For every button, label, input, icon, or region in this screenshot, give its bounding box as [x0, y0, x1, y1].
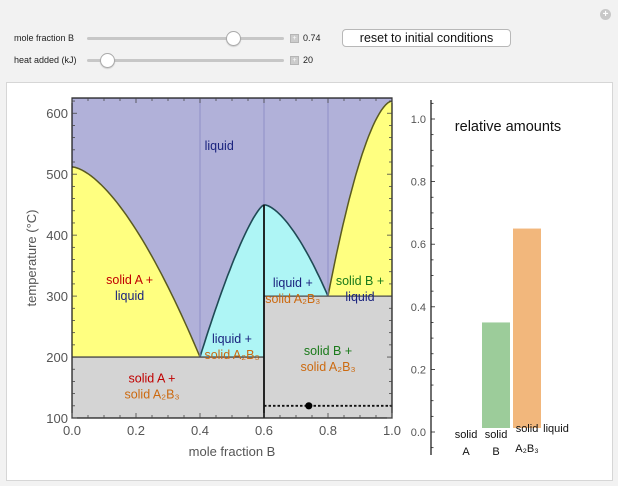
bar-y-tick-label: 0.2: [411, 364, 426, 376]
mole-fraction-slider-thumb[interactable]: [225, 31, 241, 46]
region-label-line: solid A₂B₃: [204, 348, 259, 362]
bar-category-label-line: A₂B₃: [515, 443, 538, 455]
heat-added-label: heat added (kJ): [14, 55, 77, 65]
y-tick-label: 400: [46, 228, 68, 243]
bar-y-tick-label: 0.4: [411, 302, 426, 314]
bar-y-tick-label: 1.0: [411, 114, 426, 126]
region-label-solid-B-solid-A2B3: solid B + solid A₂B₃: [300, 344, 355, 374]
state-point: [305, 402, 313, 410]
mole-fraction-expand-icon[interactable]: +: [290, 34, 299, 43]
y-axis-label: temperature (°C): [24, 210, 39, 307]
y-tick-label: 300: [46, 289, 68, 304]
reset-button[interactable]: reset to initial conditions: [342, 29, 511, 47]
liquidus-b-line: [327, 100, 393, 297]
bar-category-label-line: solid: [455, 429, 478, 441]
x-tick-label: 0.2: [127, 423, 145, 438]
region-label-line: solid A +: [106, 273, 153, 287]
region-label-line: solid A₂B₃: [265, 292, 320, 306]
region-label-liquid-solid-A2B3-left: liquid + solid A₂B₃: [204, 332, 259, 362]
region-label-line: liquid +: [212, 332, 252, 346]
bar-solid-a-b-: [513, 228, 541, 428]
x-tick-label: 0.0: [63, 423, 81, 438]
heat-added-expand-icon[interactable]: +: [290, 56, 299, 65]
mole-fraction-label: mole fraction B: [14, 33, 75, 43]
relative-amounts-chart: 0.0 0.2 0.4 0.6 0.8 1.0 relative amounts solid A…: [411, 100, 569, 458]
region-label-line: solid A₂B₃: [124, 388, 179, 402]
bar-y-tick-label: 0.8: [411, 177, 426, 189]
region-label-line: solid B +: [304, 344, 352, 358]
x-tick-label: 0.6: [255, 423, 273, 438]
y-tick-label: 100: [46, 411, 68, 426]
phase-diagram: 0.0 0.2 0.4 0.6 0.8 1.0 100 200 300 400 500 600 mole…: [24, 97, 401, 459]
heat-added-value: 20: [303, 55, 314, 65]
heat-added-slider-thumb[interactable]: [99, 53, 115, 68]
bar-category-label-line: solid: [516, 423, 539, 435]
region-label-line: solid A +: [129, 372, 176, 386]
region-label-line: liquid: [115, 289, 144, 303]
solid-b-a2b3-region: [264, 296, 392, 418]
heat-added-slider-track[interactable]: [87, 59, 284, 62]
bar-solid-b: [482, 322, 510, 428]
bar-category-label: solid B: [485, 429, 508, 458]
region-label-solid-B-liquid: solid B + liquid: [336, 274, 384, 304]
bar-category-label-line: solid: [485, 429, 508, 441]
region-label-line: liquid: [205, 139, 234, 153]
liquid-a2b3-right-region: [264, 204, 328, 297]
mole-fraction-slider-track[interactable]: [87, 37, 284, 40]
bar-category-label-line: B: [492, 446, 499, 458]
y-tick-label: 200: [46, 350, 68, 365]
bar-y-tick-label: 0.0: [411, 427, 426, 439]
x-tick-label: 1.0: [383, 423, 401, 438]
region-label-liquid: liquid: [205, 139, 234, 153]
y-tick-label: 500: [46, 167, 68, 182]
bar-category-label: liquid: [543, 423, 569, 435]
y-tick-label: 600: [46, 106, 68, 121]
x-tick-label: 0.8: [319, 423, 337, 438]
region-label-line: liquid +: [273, 276, 313, 290]
region-label-liquid-solid-A2B3-right: liquid + solid A₂B₃: [265, 276, 320, 306]
bar-y-tick-label: 0.6: [411, 239, 426, 251]
solid-a-liquid-region: [72, 166, 200, 357]
x-axis-label: mole fraction B: [189, 444, 276, 459]
x-tick-label: 0.4: [191, 423, 209, 438]
liquidus-a-line: [71, 166, 201, 358]
region-label-line: solid A₂B₃: [300, 360, 355, 374]
bar-category-label-line: liquid: [543, 423, 569, 435]
bar-category-label-line: A: [462, 446, 470, 458]
region-label-solid-A-solid-A2B3: solid A + solid A₂B₃: [124, 372, 179, 402]
mole-fraction-value: 0.74: [303, 33, 321, 43]
solid-b-liquid-region: [328, 101, 392, 297]
bar-category-label: solid A: [455, 429, 478, 458]
region-label-line: liquid: [345, 290, 374, 304]
bar-category-label: solid A₂B₃: [515, 423, 538, 455]
region-label-line: solid B +: [336, 274, 384, 288]
bar-chart-title: relative amounts: [455, 119, 561, 135]
solid-a-a2b3-region: [72, 357, 264, 418]
liquid-a2b3-left-region: [200, 204, 264, 357]
region-label-solid-A-liquid: solid A + liquid: [106, 273, 153, 303]
plus-circle-icon[interactable]: +: [600, 9, 611, 20]
mole-fraction-control: mole fraction B + 0.74: [0, 30, 340, 46]
heat-added-control: heat added (kJ) + 20: [0, 52, 340, 68]
